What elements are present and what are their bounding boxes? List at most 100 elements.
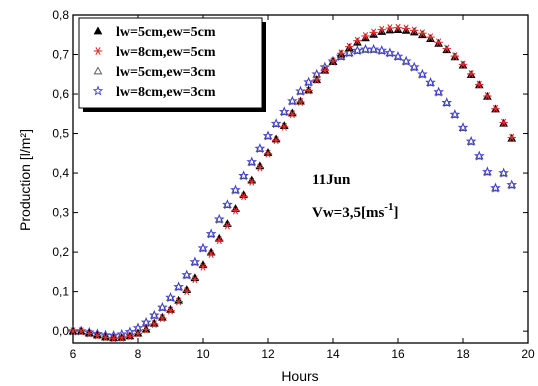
- data-point: [384, 47, 396, 58]
- x-axis-ticks: 6 8 10 12 14 16 18 20: [70, 15, 535, 361]
- legend: lw=5cm,ew=5cm lw=8cm,ew=5cm lw=5cm,ew=3cm l…: [78, 17, 266, 112]
- data-point: [320, 66, 330, 75]
- x-tick-label: 18: [456, 347, 470, 361]
- data-point: [474, 151, 484, 160]
- data-point: [247, 177, 256, 186]
- x-tick-label: 12: [261, 347, 275, 361]
- data-point: [353, 46, 362, 54]
- data-point: [190, 275, 200, 284]
- data-point: [239, 192, 248, 201]
- data-point: [385, 24, 395, 32]
- data-point: [288, 96, 297, 105]
- data-point: [473, 150, 485, 161]
- data-point: [377, 25, 386, 34]
- series-2: [68, 23, 516, 343]
- data-point: [189, 256, 201, 267]
- data-point: [368, 43, 379, 54]
- data-point: [418, 69, 427, 78]
- data-point: [466, 136, 476, 145]
- data-point: [181, 269, 193, 280]
- data-point: [417, 68, 428, 79]
- data-point: [174, 282, 183, 291]
- data-point: [280, 122, 289, 131]
- legend-marker: [93, 47, 103, 55]
- plot-frame: [72, 14, 529, 344]
- data-point: [466, 69, 476, 78]
- x-tick-label: 20: [521, 347, 535, 361]
- data-point: [426, 78, 435, 86]
- data-point: [140, 316, 152, 327]
- data-point: [377, 46, 387, 54]
- y-axis-ticks: 0,0 0,1 0,2 0,3 0,4 0,5 0,6 0,7 0,8: [52, 8, 528, 338]
- series-layer: [67, 23, 518, 343]
- data-point: [353, 36, 362, 45]
- data-point: [148, 309, 160, 320]
- annotation-vw-close: ]: [393, 205, 398, 221]
- y-tick-label: 0,5: [52, 127, 69, 141]
- data-point: [360, 43, 371, 54]
- data-point: [296, 98, 305, 106]
- data-point: [491, 183, 500, 192]
- data-point: [441, 97, 453, 108]
- data-point: [198, 243, 208, 252]
- data-point: [442, 98, 452, 107]
- data-point: [271, 119, 281, 128]
- data-point: [475, 80, 484, 89]
- data-point: [344, 48, 354, 57]
- data-point: [425, 76, 436, 88]
- data-point: [376, 44, 388, 56]
- data-point: [418, 29, 427, 38]
- x-tick-label: 10: [196, 347, 210, 361]
- data-point: [408, 61, 420, 72]
- data-point: [369, 44, 378, 53]
- data-point: [401, 56, 411, 65]
- data-point: [393, 23, 403, 32]
- data-point: [345, 42, 354, 51]
- legend-marker: [93, 66, 103, 75]
- x-tick-label: 16: [391, 347, 405, 361]
- legend-marker: [92, 85, 104, 96]
- data-point: [304, 77, 313, 86]
- data-point: [465, 135, 477, 146]
- data-point: [222, 199, 233, 210]
- data-point: [361, 32, 370, 40]
- data-point: [149, 318, 159, 327]
- data-point: [223, 221, 232, 230]
- data-point: [157, 301, 168, 312]
- data-point: [490, 182, 501, 193]
- data-point: [336, 49, 346, 58]
- legend-label: lw=5cm,ew=3cm: [116, 65, 216, 80]
- data-point: [288, 110, 297, 119]
- data-point: [255, 144, 265, 152]
- data-point: [450, 110, 460, 118]
- x-tick-label: 8: [135, 347, 142, 361]
- y-tick-label: 0,6: [52, 87, 69, 101]
- data-point: [206, 229, 216, 238]
- data-point: [247, 157, 257, 166]
- data-point: [174, 297, 183, 306]
- data-point: [246, 156, 258, 167]
- data-point: [150, 320, 159, 328]
- annotation-vw-sup: -1: [384, 201, 393, 213]
- data-point: [507, 133, 516, 142]
- legend-label: lw=8cm,ew=3cm: [116, 85, 216, 100]
- legend-marker: [93, 26, 103, 35]
- data-point: [450, 52, 460, 61]
- data-point: [68, 327, 78, 336]
- y-tick-label: 0,8: [52, 8, 69, 22]
- annotation-wind-speed: Vw=3,5[ms-1]: [312, 201, 398, 221]
- data-point: [410, 26, 419, 35]
- annotation-date: 11Jun: [312, 172, 351, 188]
- data-point: [255, 163, 265, 172]
- data-point: [158, 312, 167, 321]
- data-point: [507, 180, 517, 189]
- data-point: [499, 118, 508, 127]
- data-point: [101, 333, 110, 342]
- data-point: [458, 123, 468, 131]
- data-point: [352, 44, 363, 56]
- data-point: [206, 250, 216, 258]
- data-point: [263, 149, 273, 158]
- data-point: [392, 50, 404, 62]
- data-point: [214, 214, 224, 223]
